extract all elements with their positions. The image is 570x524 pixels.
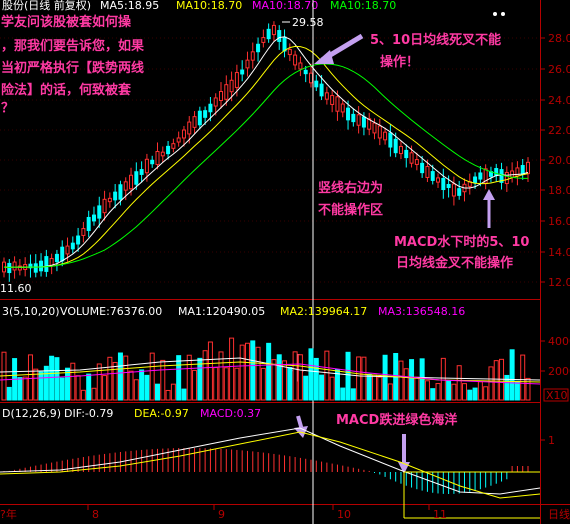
annot-vline-line1: 竖线右边为 <box>318 180 383 196</box>
arrow-macd-1 <box>294 415 308 438</box>
ma5-value: MA5:18.95 <box>100 0 159 12</box>
macd-lines <box>0 427 541 499</box>
header-dots <box>493 12 505 16</box>
annot-tl-line4: 险法】的话，何致被套 <box>1 82 132 98</box>
arrow-cross <box>314 33 364 64</box>
low-marker: 11.60 <box>0 282 32 295</box>
time-unit: 日线 <box>548 507 570 521</box>
macd-prefix: D(12,26,9) <box>2 407 61 420</box>
volume-header: 3(5,10,20) VOLUME:76376.00 MA1:120490.05… <box>2 305 465 318</box>
price-tick: 18.00 <box>548 184 570 197</box>
ma10-value-c: MA10:18.70 <box>330 0 396 12</box>
vol-ma1: MA1:120490.05 <box>178 305 265 318</box>
annot-vline-line2: 不能操作区 <box>318 202 383 218</box>
annot-tl-line1: 学友问该股被套如何操 <box>1 14 131 30</box>
annot-cross-line1: 5、10日均线死叉不能 <box>370 32 501 48</box>
price-tick: 20.00 <box>548 154 570 167</box>
annot-water-line2: 日均线金叉不能操作 <box>396 255 513 271</box>
annotation-cross: 5、10日均线死叉不能 操作！ <box>370 32 501 70</box>
time-label-10: 10 <box>337 508 351 521</box>
macd-axis-1: 1 <box>548 434 555 447</box>
vol-unit: X10 <box>546 389 568 402</box>
ma10-value-b: MA10:18.70 <box>252 0 318 12</box>
price-tick: 28.00 <box>548 32 570 45</box>
macd-histogram <box>3 448 529 494</box>
time-label-9: 9 <box>218 508 225 521</box>
vol-axis-2000: 2000 <box>548 365 570 378</box>
annot-tl-line3: 当初严格执行【跌势两线 <box>1 60 144 76</box>
price-tick: 24.00 <box>548 94 570 107</box>
price-tick: 26.00 <box>548 63 570 76</box>
ma10-value-a: MA10:18.70 <box>176 0 242 12</box>
high-marker: 29.58 <box>282 16 324 29</box>
price-tick: 12.00 <box>548 276 570 289</box>
vol-volume: VOLUME:76376.00 <box>60 305 162 318</box>
low-label: 11.60 <box>0 282 32 295</box>
price-tick: 16.00 <box>548 215 570 228</box>
annotation-macd-water: MACD水下时的5、10 日均线金叉不能操作 <box>394 234 529 271</box>
arrow-macd-water <box>483 189 495 228</box>
high-label: 29.58 <box>292 16 324 29</box>
time-axis: ?年 8 9 10 11 日线 <box>0 505 570 521</box>
stock-title: 股份(日线 前复权) <box>2 0 91 12</box>
vol-prefix: 3(5,10,20) <box>2 305 60 318</box>
macd-axis: 1 <box>540 434 555 447</box>
time-label-0: ?年 <box>0 507 17 521</box>
annot-tl-line5: ？ <box>1 101 14 116</box>
time-label-8: 8 <box>92 508 99 521</box>
price-tick: 22.00 <box>548 124 570 137</box>
volume-ma-lines <box>0 357 541 385</box>
vol-axis-4000: 4000 <box>548 335 570 348</box>
annot-water-line1: MACD水下时的5、10 <box>394 234 529 250</box>
annotation-top-left: 学友问该股被套如何操 ，那我们要告诉您，如果 当初严格执行【跌势两线 险法】的话… <box>1 14 144 116</box>
vol-ma3: MA3:136548.16 <box>378 305 465 318</box>
macd-dif: DIF:-0.79 <box>64 407 113 420</box>
price-axis: 28.00 26.00 24.00 22.00 20.00 18.00 16.00 14.00… <box>540 32 570 289</box>
price-tick: 14.00 <box>548 246 570 259</box>
macd-dea: DEA:-0.97 <box>134 407 189 420</box>
candlesticks <box>2 21 530 282</box>
vol-ma2: MA2:139964.17 <box>280 305 367 318</box>
annot-cross-line2: 操作！ <box>380 54 419 70</box>
moving-average-lines <box>3 36 529 269</box>
arrow-macd-2 <box>398 434 410 474</box>
macd-macd: MACD:0.37 <box>200 407 261 420</box>
annot-tl-line2: ，那我们要告诉您，如果 <box>1 38 144 54</box>
macd-header: D(12,26,9) DIF:-0.79 DEA:-0.97 MACD:0.37 <box>2 407 261 420</box>
price-header: 股份(日线 前复权) MA5:18.95 MA10:18.70 MA10:18.… <box>2 0 396 12</box>
annotation-macd-green: MACD跌进绿色海洋 <box>336 412 457 428</box>
volume-axis: 4000 2000 X10 <box>540 335 570 402</box>
volume-bars <box>1 337 531 401</box>
annotation-vline: 竖线右边为 不能操作区 <box>318 180 383 218</box>
time-label-11: 11 <box>433 508 447 521</box>
